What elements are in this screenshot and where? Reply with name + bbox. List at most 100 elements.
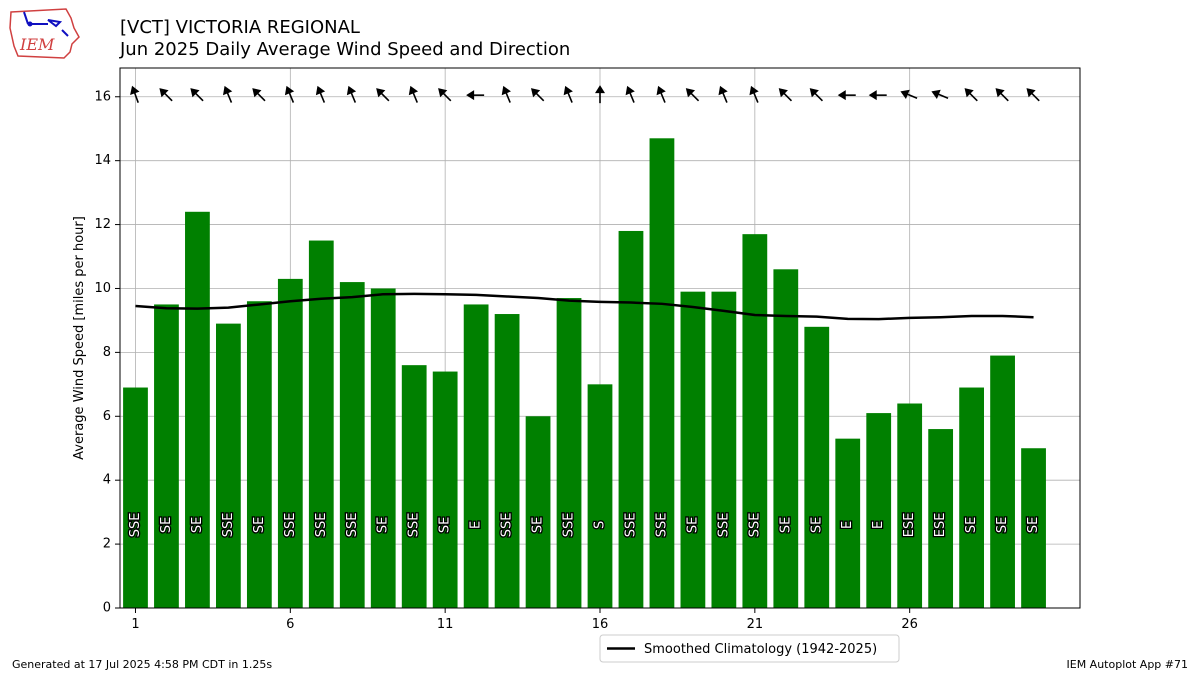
bar	[897, 403, 923, 608]
bar	[959, 387, 984, 608]
direction-label: SE	[376, 517, 391, 533]
bar	[1021, 448, 1046, 608]
x-tick-label: 6	[286, 617, 294, 632]
bar	[401, 365, 427, 608]
direction-label: S	[593, 521, 608, 529]
iem-logo: IEM	[9, 8, 80, 59]
bar	[432, 371, 458, 608]
wind-arrow-icon	[931, 89, 949, 100]
bar	[618, 230, 644, 609]
wind-arrow-icon	[376, 88, 390, 102]
wind-arrow-icon	[964, 88, 978, 102]
wind-arrow-icon	[346, 85, 357, 103]
direction-label: E	[840, 521, 855, 529]
direction-label: SSE	[716, 513, 731, 538]
y-tick-label: 16	[94, 89, 111, 104]
wind-arrow-icon	[159, 88, 173, 102]
chart-title: [VCT] VICTORIA REGIONAL	[120, 17, 360, 38]
direction-label: SSE	[314, 513, 329, 538]
bar	[246, 301, 272, 608]
wind-arrow-icon	[718, 85, 728, 103]
direction-label: SE	[159, 517, 174, 533]
direction-label: SE	[778, 517, 793, 533]
wind-arrow-icon	[130, 85, 140, 103]
bar	[370, 288, 396, 608]
y-tick-label: 2	[103, 537, 111, 552]
y-tick-label: 14	[94, 153, 111, 168]
bar	[773, 269, 799, 608]
bar	[525, 416, 551, 608]
bar	[277, 278, 303, 608]
bar	[494, 314, 520, 608]
direction-label: SE	[438, 517, 453, 533]
legend-box	[599, 634, 900, 663]
wind-arrow-icon	[530, 88, 545, 102]
direction-label: E	[469, 521, 484, 529]
direction-label: SE	[531, 517, 546, 533]
direction-label: SE	[995, 517, 1010, 533]
wind-arrow-icon	[837, 90, 856, 101]
wind-arrow-icon	[995, 88, 1009, 102]
direction-label: SSE	[654, 513, 669, 538]
bar	[711, 291, 737, 608]
y-tick-label: 0	[103, 601, 111, 616]
x-tick-label: 26	[901, 617, 918, 632]
y-tick-label: 8	[103, 345, 111, 360]
direction-label: SSE	[221, 513, 236, 538]
bar	[835, 438, 861, 608]
direction-label: SE	[809, 517, 824, 533]
direction-label: SE	[1026, 517, 1041, 533]
bar	[123, 387, 148, 608]
x-tick-label: 21	[747, 617, 764, 632]
wind-arrow-icon	[563, 85, 573, 103]
direction-label: SSE	[500, 513, 515, 538]
bar	[556, 298, 582, 608]
direction-label: SE	[252, 517, 267, 533]
gridlines	[120, 68, 1080, 609]
chart-subtitle: Jun 2025 Daily Average Wind Speed and Di…	[120, 39, 571, 60]
wind-arrow-icon	[685, 88, 700, 102]
climatology-line-group	[135, 292, 1034, 321]
bar	[649, 138, 675, 609]
wind-arrow-icon	[466, 90, 485, 101]
wind-arrows	[130, 85, 1040, 104]
direction-label: SSE	[345, 513, 360, 538]
wind-arrow-icon	[1026, 88, 1040, 102]
wind-arrow-icon	[190, 88, 204, 102]
wind-arrow-icon	[656, 85, 666, 103]
direction-label: SSE	[407, 513, 422, 538]
climatology-line	[135, 292, 1034, 321]
app-label: IEM Autoplot App #71	[1066, 658, 1189, 671]
y-tick-label: 6	[103, 409, 111, 424]
bar	[154, 304, 179, 608]
wind-arrow-icon	[595, 85, 605, 104]
bar	[216, 323, 241, 608]
wind-arrow-icon	[501, 85, 511, 103]
legend-label: Smoothed Climatology (1942-2025)	[644, 642, 877, 657]
direction-label: ESE	[902, 513, 917, 538]
wind-arrow-icon	[749, 85, 759, 103]
y-tick-label: 10	[94, 281, 111, 296]
bar	[742, 234, 768, 608]
wind-arrow-icon	[438, 88, 452, 102]
bar	[928, 429, 954, 608]
axes-frame	[119, 67, 1081, 609]
bar	[990, 355, 1015, 608]
generated-timestamp: Generated at 17 Jul 2025 4:58 PM CDT in …	[12, 658, 273, 671]
legend: Smoothed Climatology (1942-2025)	[599, 634, 900, 663]
direction-label: SSE	[128, 513, 143, 538]
y-axis-label: Average Wind Speed [miles per hour]	[72, 216, 87, 460]
weather-symbol-icon	[23, 11, 69, 37]
wind-arrow-icon	[284, 85, 295, 103]
wind-arrow-icon	[778, 88, 793, 102]
direction-label: SE	[685, 517, 700, 533]
x-tick-label: 11	[437, 617, 454, 632]
direction-label: SSE	[623, 513, 638, 538]
wind-arrow-icon	[900, 89, 918, 100]
direction-label: SSE	[747, 513, 762, 538]
direction-label: SE	[964, 517, 979, 533]
wind-arrow-icon	[868, 90, 887, 101]
wind-arrow-icon	[625, 85, 635, 103]
